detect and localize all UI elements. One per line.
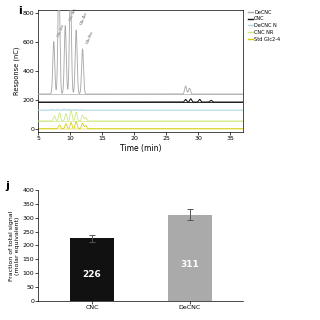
Bar: [168, 215, 212, 301]
Y-axis label: Fraction of total signal
(molar equivalent): Fraction of total signal (molar equivale…: [9, 210, 20, 281]
Text: Glc2$_{\mathregular{ox}}$: Glc2$_{\mathregular{ox}}$: [0, 319, 1, 320]
Text: j: j: [6, 181, 10, 191]
Text: i: i: [18, 6, 22, 16]
Text: Glc4$_{\mathregular{ox}}$: Glc4$_{\mathregular{ox}}$: [0, 319, 1, 320]
Legend: DeCNC, CNC, DeCNC N, CNC NR, Std Glc2-4: DeCNC, CNC, DeCNC N, CNC NR, Std Glc2-4: [248, 10, 280, 42]
Text: Glc3$_{\mathregular{ox}}$: Glc3$_{\mathregular{ox}}$: [67, 6, 80, 23]
Text: Glc2$_{\mathregular{ox}}$: Glc2$_{\mathregular{ox}}$: [55, 22, 68, 39]
Text: Glc6$_{\mathregular{ox}}$: Glc6$_{\mathregular{ox}}$: [84, 29, 97, 46]
Bar: [70, 238, 114, 301]
Text: 226: 226: [83, 270, 101, 279]
Text: 311: 311: [180, 260, 199, 269]
Y-axis label: Response (nC): Response (nC): [13, 46, 20, 95]
Text: Glc4$_{\mathregular{ox}}$: Glc4$_{\mathregular{ox}}$: [78, 10, 91, 28]
X-axis label: Time (min): Time (min): [120, 144, 162, 153]
